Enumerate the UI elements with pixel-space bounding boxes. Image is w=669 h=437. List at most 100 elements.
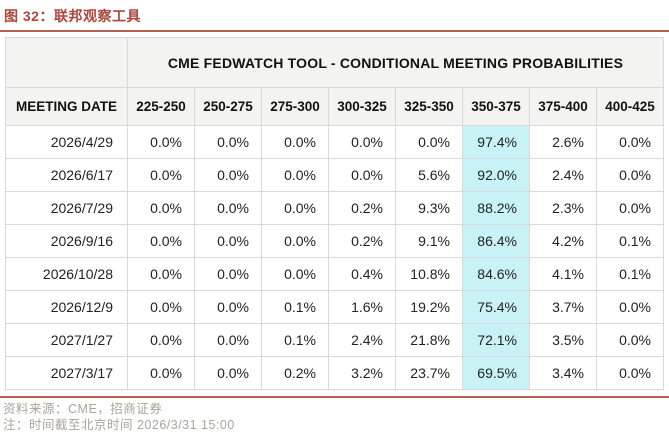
probability-cell: 2.4% bbox=[328, 323, 396, 357]
merged-header-row: CME FEDWATCH TOOL - CONDITIONAL MEETING … bbox=[5, 37, 664, 88]
probability-cell: 0.0% bbox=[127, 224, 195, 258]
table-bottom-divider bbox=[0, 396, 669, 398]
meeting-date-cell: 2027/1/27 bbox=[5, 323, 128, 357]
probability-cell: 0.1% bbox=[261, 323, 329, 357]
rate-range-header: 250-275 bbox=[194, 87, 262, 126]
probability-cell: 0.0% bbox=[596, 356, 664, 390]
probability-cell: 75.4% bbox=[462, 290, 530, 324]
probability-cell: 0.0% bbox=[127, 323, 195, 357]
probability-cell: 0.0% bbox=[194, 191, 262, 225]
probability-cell: 0.0% bbox=[127, 191, 195, 225]
meeting-date-cell: 2026/9/16 bbox=[5, 224, 128, 258]
rate-range-header: 275-300 bbox=[261, 87, 329, 126]
probability-cell: 3.5% bbox=[529, 323, 597, 357]
probability-cell: 0.1% bbox=[261, 290, 329, 324]
probability-cell: 0.0% bbox=[261, 125, 329, 159]
title-divider bbox=[0, 30, 669, 32]
table-row: 2027/1/27 0.0% 0.0% 0.1% 2.4% 21.8% 72.1% 3.5% 0… bbox=[5, 323, 664, 357]
probability-cell: 0.0% bbox=[261, 224, 329, 258]
probability-cell: 0.0% bbox=[261, 191, 329, 225]
probability-cell: 0.0% bbox=[127, 290, 195, 324]
probability-cell: 0.0% bbox=[194, 290, 262, 324]
probability-cell: 2.4% bbox=[529, 158, 597, 192]
probability-cell: 84.6% bbox=[462, 257, 530, 291]
probability-cell: 0.0% bbox=[328, 125, 396, 159]
table-head: CME FEDWATCH TOOL - CONDITIONAL MEETING … bbox=[5, 37, 664, 126]
probability-cell: 23.7% bbox=[395, 356, 463, 390]
meeting-date-cell: 2027/3/17 bbox=[5, 356, 128, 390]
corner-cell bbox=[5, 37, 128, 88]
probability-cell: 72.1% bbox=[462, 323, 530, 357]
probability-cell: 21.8% bbox=[395, 323, 463, 357]
meeting-date-cell: 2026/6/17 bbox=[5, 158, 128, 192]
probability-cell: 0.2% bbox=[328, 224, 396, 258]
probability-cell: 0.0% bbox=[194, 158, 262, 192]
probability-cell: 10.8% bbox=[395, 257, 463, 291]
fedwatch-table: CME FEDWATCH TOOL - CONDITIONAL MEETING … bbox=[5, 37, 664, 390]
table-title: CME FEDWATCH TOOL - CONDITIONAL MEETING … bbox=[127, 37, 664, 88]
table-row: 2026/10/28 0.0% 0.0% 0.0% 0.4% 10.8% 84.6% 4.1%… bbox=[5, 257, 664, 291]
table-row: 2026/7/29 0.0% 0.0% 0.0% 0.2% 9.3% 88.2% 2.3% 0.… bbox=[5, 191, 664, 225]
probability-cell: 0.0% bbox=[194, 257, 262, 291]
probability-cell: 3.4% bbox=[529, 356, 597, 390]
probability-cell: 9.3% bbox=[395, 191, 463, 225]
meeting-date-cell: 2026/10/28 bbox=[5, 257, 128, 291]
probability-cell: 0.1% bbox=[596, 257, 664, 291]
probability-cell: 5.6% bbox=[395, 158, 463, 192]
probability-cell: 0.0% bbox=[596, 158, 664, 192]
probability-cell: 0.0% bbox=[596, 290, 664, 324]
column-header-row: MEETING DATE 225-250 250-275 275-300 300-325… bbox=[5, 87, 664, 126]
meeting-date-cell: 2026/12/9 bbox=[5, 290, 128, 324]
probability-cell: 0.0% bbox=[194, 323, 262, 357]
probability-cell: 92.0% bbox=[462, 158, 530, 192]
probability-cell: 0.0% bbox=[127, 356, 195, 390]
probability-cell: 3.7% bbox=[529, 290, 597, 324]
probability-cell: 0.4% bbox=[328, 257, 396, 291]
rate-range-header: 325-350 bbox=[395, 87, 463, 126]
meeting-date-header: MEETING DATE bbox=[5, 87, 128, 126]
probability-cell: 19.2% bbox=[395, 290, 463, 324]
probability-cell: 0.2% bbox=[328, 191, 396, 225]
table-body: 2026/4/29 0.0% 0.0% 0.0% 0.0% 0.0% 97.4% 2.6% 0.… bbox=[5, 125, 664, 390]
probability-cell: 0.0% bbox=[596, 191, 664, 225]
table-row: 2026/12/9 0.0% 0.0% 0.1% 1.6% 19.2% 75.4% 3.7% 0… bbox=[5, 290, 664, 324]
rate-range-header: 400-425 bbox=[596, 87, 664, 126]
table-row: 2026/9/16 0.0% 0.0% 0.0% 0.2% 9.1% 86.4% 4.2% 0.… bbox=[5, 224, 664, 258]
source-text: 资料来源：CME，招商证券 bbox=[3, 402, 163, 416]
probability-cell: 0.0% bbox=[261, 158, 329, 192]
probability-cell: 86.4% bbox=[462, 224, 530, 258]
note-text: 注：时间截至北京时间 2026/3/31 15:00 bbox=[3, 418, 235, 432]
probability-cell: 0.0% bbox=[194, 224, 262, 258]
probability-cell: 0.0% bbox=[596, 125, 664, 159]
probability-cell: 2.6% bbox=[529, 125, 597, 159]
meeting-date-cell: 2026/7/29 bbox=[5, 191, 128, 225]
probability-cell: 0.1% bbox=[596, 224, 664, 258]
probability-cell: 69.5% bbox=[462, 356, 530, 390]
probability-cell: 0.0% bbox=[194, 356, 262, 390]
probability-cell: 0.0% bbox=[127, 125, 195, 159]
probability-cell: 1.6% bbox=[328, 290, 396, 324]
probability-cell: 9.1% bbox=[395, 224, 463, 258]
rate-range-header: 300-325 bbox=[328, 87, 396, 126]
probability-cell: 4.2% bbox=[529, 224, 597, 258]
probability-cell: 0.2% bbox=[261, 356, 329, 390]
meeting-date-cell: 2026/4/29 bbox=[5, 125, 128, 159]
probability-cell: 0.0% bbox=[596, 323, 664, 357]
probability-cell: 0.0% bbox=[127, 257, 195, 291]
probability-cell: 4.1% bbox=[529, 257, 597, 291]
probability-cell: 88.2% bbox=[462, 191, 530, 225]
figure-title: 图 32：联邦观察工具 bbox=[4, 8, 141, 24]
rate-range-header: 225-250 bbox=[127, 87, 195, 126]
probability-cell: 0.0% bbox=[395, 125, 463, 159]
probability-cell: 0.0% bbox=[127, 158, 195, 192]
probability-cell: 0.0% bbox=[194, 125, 262, 159]
table-row: 2026/6/17 0.0% 0.0% 0.0% 0.0% 5.6% 92.0% 2.4% 0.… bbox=[5, 158, 664, 192]
probability-cell: 97.4% bbox=[462, 125, 530, 159]
table-row: 2027/3/17 0.0% 0.0% 0.2% 3.2% 23.7% 69.5% 3.4% 0… bbox=[5, 356, 664, 390]
footer: 资料来源：CME，招商证券 注：时间截至北京时间 2026/3/31 15:00 bbox=[0, 398, 669, 433]
rate-range-header: 375-400 bbox=[529, 87, 597, 126]
rate-range-header: 350-375 bbox=[462, 87, 530, 126]
probability-cell: 2.3% bbox=[529, 191, 597, 225]
probability-cell: 0.0% bbox=[328, 158, 396, 192]
